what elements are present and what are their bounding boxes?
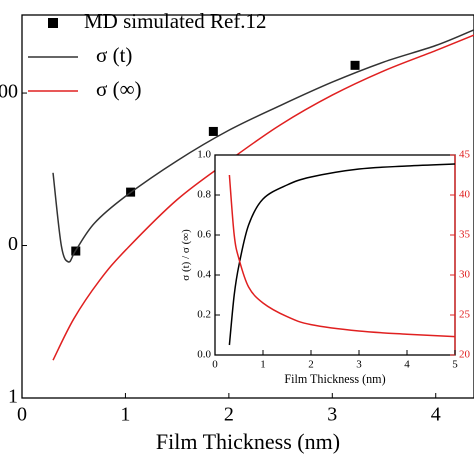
y2-tick-label: 25	[459, 309, 471, 321]
x-tick-label: 2	[224, 404, 234, 426]
y-tick-label: 00	[0, 81, 18, 103]
legend-label: σ (∞)	[96, 77, 142, 101]
y-tick-label: 0.4	[197, 269, 211, 281]
x-tick-label: 5	[452, 358, 458, 370]
x-tick-label: 1	[260, 358, 266, 370]
y-tick-label: 0.8	[197, 189, 211, 201]
x-axis-label: Film Thickness (nm)	[156, 429, 340, 454]
y-tick-label: 0.2	[197, 309, 211, 321]
x-tick-label: 4	[431, 404, 441, 426]
x-tick-label: 2	[308, 358, 314, 370]
x-tick-label: 3	[356, 358, 362, 370]
y-tick-label: 1.0	[197, 149, 211, 161]
legend-marker	[48, 18, 58, 28]
x-tick-label: 3	[327, 404, 337, 426]
y2-tick-label: 45	[459, 149, 471, 161]
y-tick-label: 0.6	[197, 229, 211, 241]
line-series	[52, 29, 474, 263]
y-axis-label: σ (t) / σ (∞)	[180, 229, 192, 281]
y2-tick-label: 35	[459, 229, 471, 241]
x-tick-label: 0	[212, 358, 218, 370]
legend-label: MD simulated Ref.12	[84, 9, 267, 33]
line-series	[228, 163, 456, 346]
x-tick-label: 4	[404, 358, 410, 370]
y-tick-label: 0	[8, 233, 18, 255]
line-series	[228, 174, 456, 338]
plot-area	[214, 154, 456, 356]
x-tick-label: 0	[17, 404, 27, 426]
y2-tick-label: 30	[459, 269, 471, 281]
y2-tick-label: 20	[459, 349, 471, 361]
y2-tick-label: 40	[459, 189, 471, 201]
y-tick-label: 1	[8, 386, 18, 408]
x-axis-label: Film Thickness (nm)	[284, 372, 385, 386]
data-point	[208, 126, 218, 136]
x-tick-label: 1	[120, 404, 130, 426]
data-point	[350, 60, 360, 70]
legend-label: σ (t)	[96, 43, 132, 67]
y-tick-label: 0.0	[197, 349, 211, 361]
